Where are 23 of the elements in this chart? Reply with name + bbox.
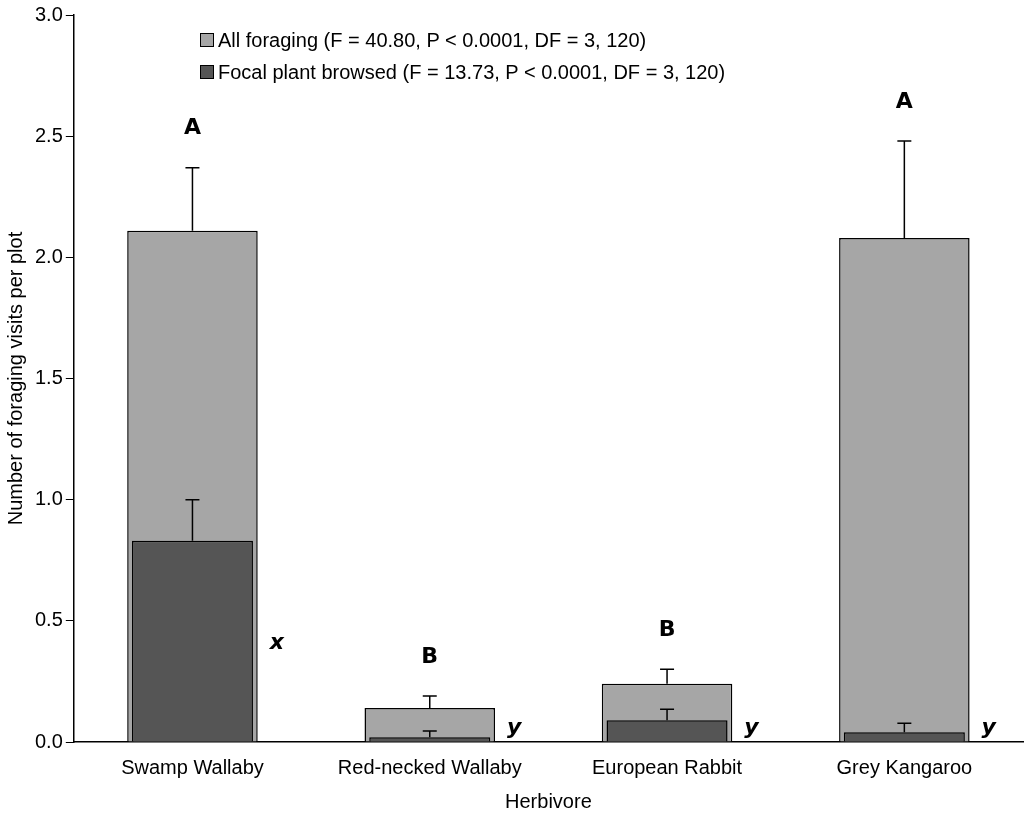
annotation: y <box>981 714 998 739</box>
legend-label: All foraging (F = 40.80, P < 0.0001, DF = 3, 120) <box>218 28 647 53</box>
annotation: B <box>658 616 676 642</box>
y-tick-label: 1.5 <box>34 366 63 389</box>
annotation: A <box>183 114 201 140</box>
x-tick-label: Red-necked Wallaby <box>337 755 522 778</box>
y-tick-label: 2.5 <box>34 123 63 146</box>
y-tick-label: 2.0 <box>34 244 63 267</box>
x-axis-title: Herbivore <box>505 789 592 812</box>
y-axis-title: Number of foraging visits per plot <box>3 231 26 526</box>
y-tick-label: 0.5 <box>34 608 63 631</box>
x-tick-label: Grey Kangaroo <box>836 755 973 778</box>
x-tick-label: European Rabbit <box>592 755 743 778</box>
annotation: A <box>895 87 913 113</box>
annotation: B <box>421 642 439 668</box>
y-tick-label: 3.0 <box>34 2 63 25</box>
annotation: y <box>507 714 524 739</box>
annotation: x <box>268 629 285 655</box>
y-tick-label: 0.0 <box>34 729 63 752</box>
x-tick-label: Swamp Wallaby <box>121 755 264 778</box>
y-tick-label: 1.0 <box>34 487 63 510</box>
legend-label: Focal plant browsed (F = 13.73, P < 0.0001, DF = 3, 120) <box>218 60 726 85</box>
annotation: y <box>744 714 761 739</box>
